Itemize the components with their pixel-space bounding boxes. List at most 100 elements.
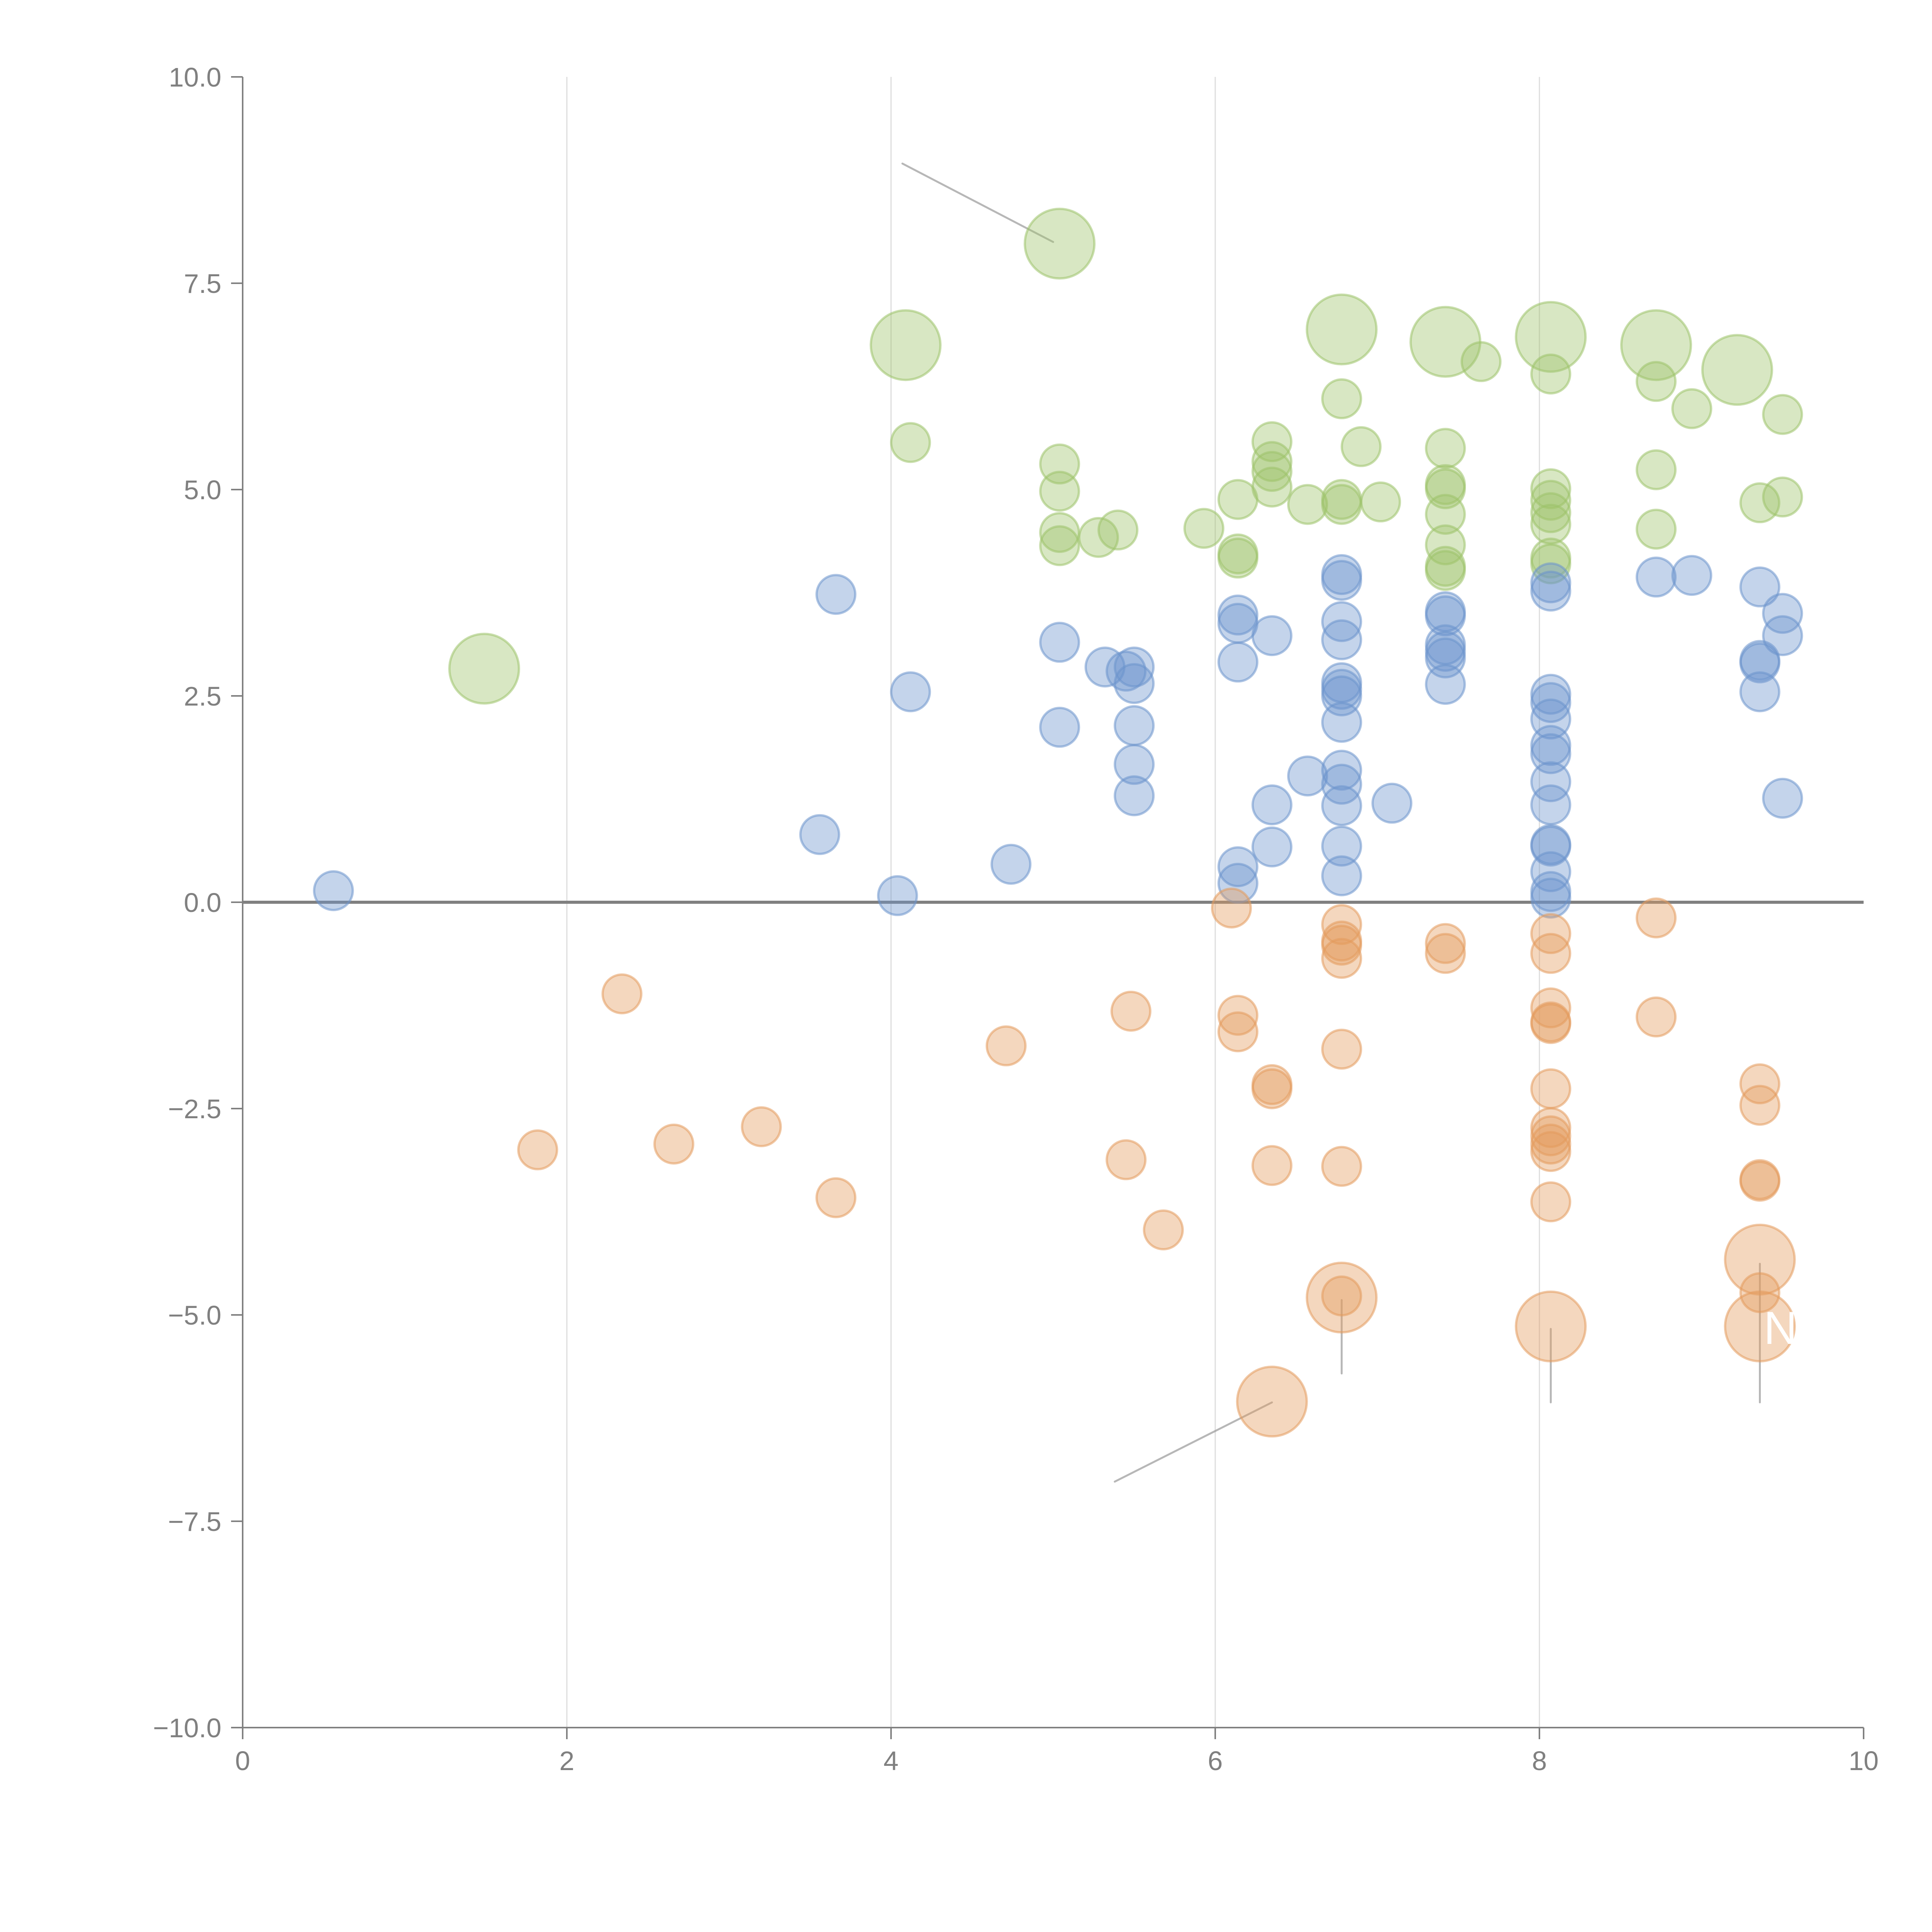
bubble-green — [1530, 353, 1571, 395]
y-tick-label: −2.5 — [168, 1094, 221, 1124]
bubble-blue — [1530, 878, 1571, 919]
bubble-orange — [1321, 904, 1362, 945]
bubble-blue — [1762, 777, 1803, 819]
axes: 0 2 4 6 8 10 10.0 7.5 5.0 2.5 0.0 −2.5 −5.0 −7.5 −10.0 — [153, 62, 1879, 1776]
bubble-green — [1217, 537, 1259, 579]
bubble-green — [1636, 509, 1677, 550]
bubble-blue — [1114, 663, 1155, 704]
bubble-orange — [1739, 1085, 1781, 1126]
bubble-orange — [1251, 1145, 1293, 1186]
bubble-blue — [1039, 622, 1080, 663]
leader-line — [1114, 1401, 1273, 1483]
bubble-orange — [1236, 1366, 1308, 1438]
bubble-orange — [1724, 1223, 1796, 1296]
x-tick-label: 4 — [884, 1746, 899, 1776]
bubble-orange — [1321, 1146, 1362, 1187]
bubble-blue — [1671, 555, 1713, 596]
bubble-green — [1024, 207, 1096, 280]
bubble-green — [1251, 451, 1293, 492]
bubble-orange — [1739, 1160, 1781, 1202]
x-tick-label: 8 — [1532, 1746, 1547, 1776]
bubble-orange — [1321, 1029, 1362, 1070]
bubble-green — [1360, 481, 1401, 523]
bubble-green — [1530, 492, 1571, 533]
bubble-orange — [1217, 995, 1259, 1036]
bubble-green — [1530, 480, 1571, 521]
bubble-orange — [1110, 990, 1151, 1032]
bubble-green — [1321, 378, 1362, 420]
bubble-orange — [1530, 1003, 1571, 1044]
bubble-blue — [1114, 775, 1155, 816]
bubble-blue — [1321, 764, 1362, 805]
bubble-green — [1636, 361, 1677, 402]
bubble-blue — [1217, 603, 1259, 644]
bubble-blue — [1636, 556, 1677, 598]
bubble-orange — [1636, 996, 1677, 1037]
annotations: N — [1764, 1302, 1798, 1354]
bubble-blue — [1530, 682, 1571, 723]
bubble-green — [1762, 394, 1803, 435]
y-tick-label: −7.5 — [168, 1507, 221, 1537]
bubble-blue — [1321, 601, 1362, 642]
bubble-blue — [1321, 702, 1362, 743]
bubble-green — [1409, 306, 1481, 378]
bubble-blue — [1251, 615, 1293, 656]
bubble-orange — [1739, 1063, 1781, 1104]
bubble-orange — [1143, 1209, 1184, 1250]
bubble-orange — [1425, 933, 1466, 974]
bubble-blue — [1251, 784, 1293, 825]
bubble-green — [1340, 426, 1382, 467]
bubble-orange — [1211, 887, 1252, 929]
bubble-orange — [1321, 938, 1362, 979]
bubble-blue — [1739, 642, 1781, 684]
bubble-blue — [1217, 846, 1259, 888]
x-tick-label: 10 — [1849, 1746, 1879, 1776]
y-tick-label: 5.0 — [184, 475, 221, 505]
bubble-orange — [1105, 1139, 1147, 1180]
bubble-blue — [1217, 862, 1259, 904]
bubble-blue — [1530, 733, 1571, 774]
bubble-blue — [1762, 615, 1803, 656]
bubble-orange — [1217, 1011, 1259, 1053]
y-tick-label: −10.0 — [153, 1713, 221, 1743]
bubble-blue — [1321, 560, 1362, 601]
x-tick-label: 2 — [560, 1746, 575, 1776]
bubble-green — [1306, 293, 1378, 366]
bubble-blue — [1425, 664, 1466, 705]
bubble-green — [1039, 471, 1080, 512]
bubble-orange — [1530, 1131, 1571, 1172]
x-tick-label: 0 — [235, 1746, 250, 1776]
y-tick-label: 0.0 — [184, 888, 221, 918]
bubble-blue — [1739, 566, 1781, 608]
bubble-green — [1636, 449, 1677, 490]
bubble-green — [1425, 494, 1466, 535]
bubble-green — [890, 422, 931, 463]
bubble-blue — [1321, 750, 1362, 791]
bubble-green — [1321, 484, 1362, 525]
bubble-blue — [1530, 761, 1571, 803]
bubble-orange — [1425, 923, 1466, 964]
bubble-green — [1183, 508, 1225, 549]
bubble-orange — [815, 1177, 857, 1218]
bubble-blue — [1321, 825, 1362, 867]
bubble-blue — [990, 844, 1032, 885]
bubble-blue — [1114, 705, 1155, 746]
bubble-green — [1515, 301, 1587, 373]
bubble-orange — [1530, 1068, 1571, 1109]
bubble-green — [1039, 525, 1080, 566]
bubble-blue — [1114, 744, 1155, 785]
bubble-green — [1671, 388, 1713, 429]
bubble-green — [1620, 309, 1692, 381]
bubble-orange — [1321, 1275, 1362, 1316]
bubble-blue — [1425, 595, 1466, 636]
y-tick-label: 10.0 — [169, 62, 221, 92]
y-tick-label: 7.5 — [184, 269, 221, 299]
bubble-orange — [1251, 1068, 1293, 1109]
y-tick-label: 2.5 — [184, 681, 221, 711]
bubble-blue — [799, 814, 840, 855]
bubble-green — [1425, 428, 1466, 469]
bubble-blue — [1251, 826, 1293, 867]
bubble-orange — [1306, 1262, 1378, 1334]
bubbles — [313, 207, 1803, 1438]
bubble-green — [1287, 484, 1328, 525]
